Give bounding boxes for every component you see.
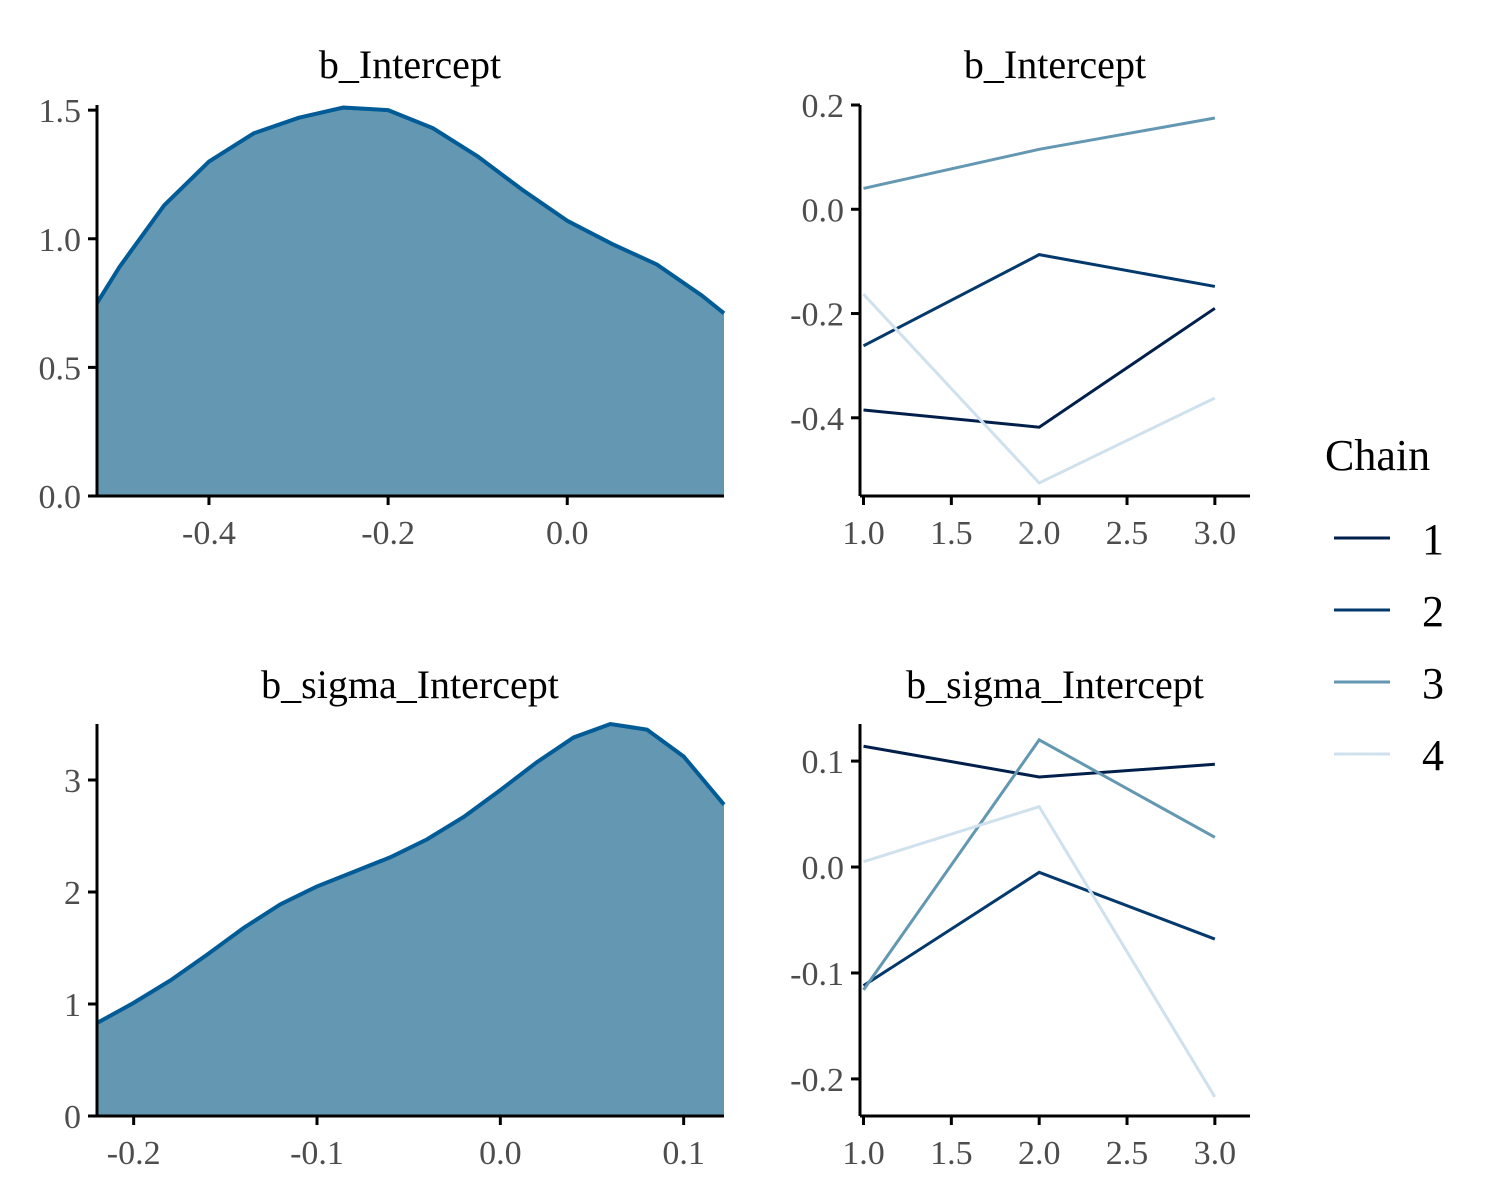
legend: Chain 1 2 3 4 <box>1325 431 1444 780</box>
density-curve <box>95 105 726 315</box>
panel-title: b_Intercept <box>319 42 501 87</box>
legend-label: 1 <box>1422 515 1444 564</box>
legend-label: 4 <box>1422 731 1444 780</box>
trace-line-chain-3 <box>863 116 1216 190</box>
x-tick-label: 1.5 <box>930 1135 973 1172</box>
y-tick-label: 1 <box>64 987 81 1024</box>
y-tick-label: -0.1 <box>790 956 844 993</box>
y-tick-label: 0.0 <box>802 192 845 229</box>
density-area <box>97 107 724 497</box>
x-tick-label: 2.5 <box>1106 1135 1149 1172</box>
x-tick-label: -0.2 <box>107 1135 161 1172</box>
y-tick-label: 0.1 <box>802 744 845 781</box>
trace-line-chain-2 <box>862 870 1216 987</box>
x-tick-label: 2.0 <box>1018 1135 1061 1172</box>
x-tick-label: 0.1 <box>662 1135 705 1172</box>
y-tick-label: 0.0 <box>802 850 845 887</box>
x-tick-label: 3.0 <box>1194 515 1237 552</box>
y-tick-label: -0.2 <box>790 1062 844 1099</box>
y-tick-label: 0.0 <box>39 479 82 516</box>
y-tick-label: 0.2 <box>802 88 845 125</box>
x-tick-label: 2.5 <box>1106 515 1149 552</box>
legend-label: 2 <box>1422 587 1444 636</box>
trace-line-chain-2 <box>862 253 1216 348</box>
panel-title: b_sigma_Intercept <box>261 662 559 707</box>
legend-label: 3 <box>1422 659 1444 708</box>
x-tick-label: -0.1 <box>290 1135 344 1172</box>
y-tick-label: -0.2 <box>790 297 844 334</box>
trace-panel-b-sigma-intercept: b_sigma_Intercept -0.2 -0.1 0.0 0.1 1.0 1.5 2.… <box>790 662 1250 1172</box>
density-panel-b-intercept: b_Intercept 0.0 0.5 1.0 1.5 -0.4 -0.2 0.0 <box>39 42 726 552</box>
density-area <box>97 724 724 1116</box>
panel-title: b_sigma_Intercept <box>906 662 1204 707</box>
y-tick-label: 1.0 <box>39 222 82 259</box>
trace-line-chain-3 <box>862 737 1216 991</box>
panel-title: b_Intercept <box>964 42 1146 87</box>
x-tick-label: -0.2 <box>361 515 415 552</box>
trace-line-chain-4 <box>862 293 1216 485</box>
density-curve <box>96 721 726 1025</box>
trace-line-chain-1 <box>863 744 1215 779</box>
density-panel-b-sigma-intercept: b_sigma_Intercept 0 1 2 3 -0.2 -0.1 0.0 0.1 <box>64 662 726 1172</box>
y-tick-label: 2 <box>64 875 81 912</box>
y-tick-label: -0.4 <box>790 401 844 438</box>
y-tick-label: 0.5 <box>39 350 82 387</box>
trace-panel-b-intercept: b_Intercept -0.4 -0.2 0.0 0.2 1.0 1.5 2.0 2.5 3.… <box>790 42 1250 552</box>
y-tick-label: 1.5 <box>39 93 82 130</box>
x-tick-label: 1.0 <box>842 515 885 552</box>
y-tick-label: 3 <box>64 763 81 800</box>
x-tick-label: 1.0 <box>842 1135 885 1172</box>
x-tick-label: 0.0 <box>546 515 589 552</box>
trace-line-chain-4 <box>863 804 1217 1098</box>
x-tick-label: 3.0 <box>1194 1135 1237 1172</box>
x-tick-label: 0.0 <box>479 1135 522 1172</box>
legend-title: Chain <box>1325 431 1430 480</box>
trace-line-chain-1 <box>863 307 1216 429</box>
x-tick-label: 2.0 <box>1018 515 1061 552</box>
x-tick-label: 1.5 <box>930 515 973 552</box>
y-tick-label: 0 <box>64 1099 81 1136</box>
x-tick-label: -0.4 <box>182 515 236 552</box>
